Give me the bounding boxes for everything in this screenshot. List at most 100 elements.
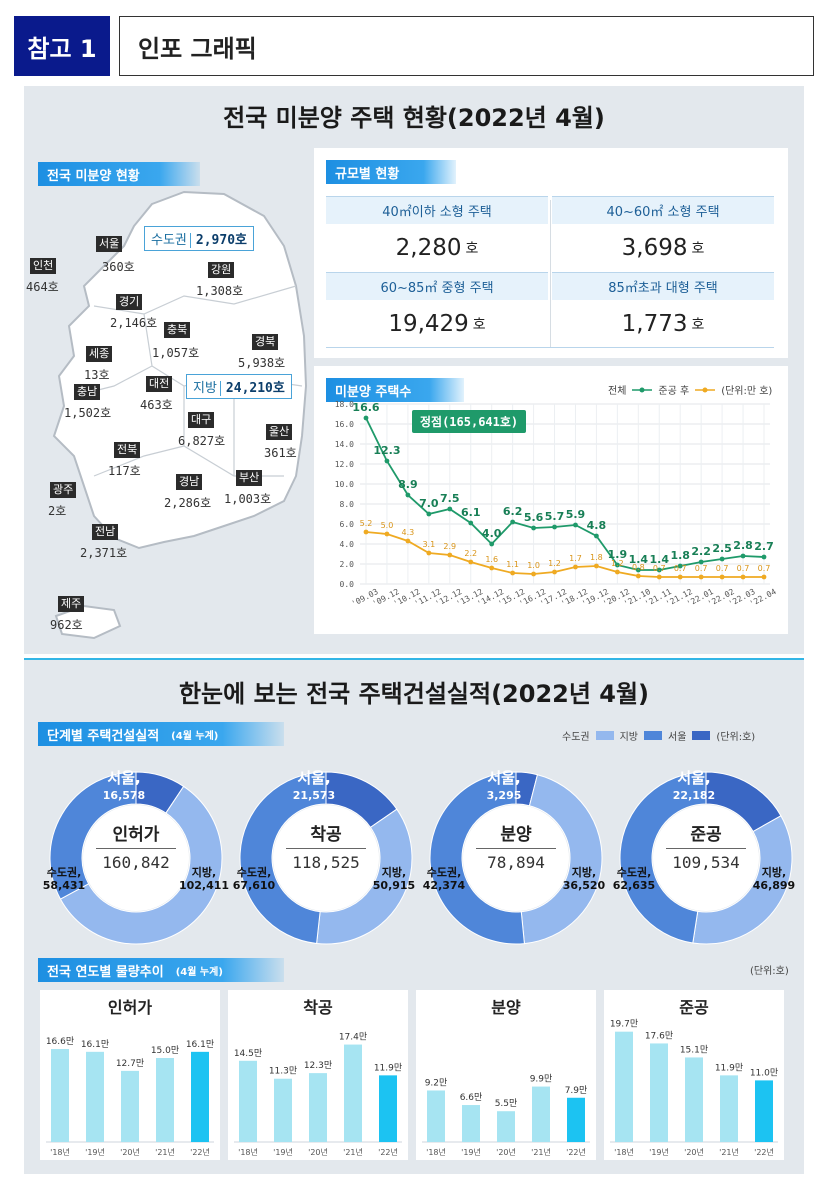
yearly-bar-card: 준공 19.7만 '18년 17.6만 '19년 15.1만 '20년 11.9만 '21년 11… — [604, 990, 784, 1160]
yearly-bar — [156, 1058, 174, 1142]
legend-stage-unit: (단위:호) — [716, 732, 756, 743]
after-data-label: 2.2 — [464, 549, 477, 558]
seoul-slice-label: 서울, 3,295 — [474, 770, 534, 804]
donut-total: 118,525 — [292, 853, 360, 872]
after-data-label: 0.8 — [632, 563, 645, 572]
after-point — [510, 570, 516, 576]
yearly-bar — [650, 1043, 668, 1142]
seoul-value-text: 21,573 — [292, 789, 336, 802]
region-label: 세종 — [86, 346, 113, 362]
region-value: 463호 — [140, 398, 173, 412]
unsold-housing-panel: 전국 미분양 주택 현황(2022년 4월) 전국 미분양 현황 수도권 2,97… — [24, 86, 804, 654]
bar-category-label: '19년 — [649, 1147, 669, 1157]
after-data-label: 1.7 — [569, 554, 582, 563]
bar-category-label: '18년 — [614, 1147, 634, 1157]
total-point — [426, 511, 432, 517]
yearly-bar — [615, 1031, 633, 1142]
capital-slice — [619, 771, 707, 944]
local-value-text: 36,520 — [562, 879, 606, 892]
donut-center: 준공 109,534 — [652, 820, 760, 872]
region-label: 경남 — [176, 474, 203, 490]
total-point — [656, 567, 662, 573]
total-data-label: 5.9 — [566, 508, 586, 521]
after-point — [614, 569, 620, 575]
donut-total: 160,842 — [102, 853, 170, 872]
capital-value-text: 42,374 — [422, 879, 466, 892]
capital-slice-label: 수도권, 42,374 — [414, 866, 474, 892]
after-data-label: 0.7 — [674, 564, 687, 573]
after-point — [363, 529, 369, 535]
region-label: 충북 — [164, 322, 191, 338]
stage-donut — [616, 768, 796, 948]
seoul-slice-label: 서울, 16,578 — [94, 770, 154, 804]
size-bottom-rule — [326, 347, 774, 348]
after-point — [635, 573, 641, 579]
page-title: 인포 그래픽 — [119, 16, 814, 76]
seoul-label-text: 서울, — [487, 769, 521, 787]
yearly-bar — [344, 1044, 362, 1142]
bar-value-label: 11.3만 — [269, 1066, 297, 1077]
region-label: 광주 — [50, 482, 77, 498]
total-data-label: 4.8 — [587, 519, 607, 532]
donut-svg — [429, 771, 603, 945]
yearly-bar-svg: 9.2만 '18년 6.6만 '19년 5.5만 '20년 9.9만 '21년 7.9만 '22년 — [422, 1074, 590, 1157]
y-tick-label: 18.0 — [335, 400, 354, 409]
yearly-bar — [427, 1090, 445, 1142]
local-label-text: 지방, — [761, 866, 787, 879]
total-data-label: 2.2 — [691, 545, 711, 558]
region-value: 360호 — [102, 260, 135, 274]
total-point — [698, 559, 704, 565]
total-point — [447, 506, 453, 512]
region-value: 6,827호 — [178, 434, 226, 448]
capital-value-text: 58,431 — [42, 879, 86, 892]
total-point — [489, 541, 495, 547]
yearly-bar — [309, 1073, 327, 1142]
after-data-label: 0.7 — [716, 564, 729, 573]
seoul-value-text: 16,578 — [102, 789, 146, 802]
region-value: 117호 — [108, 464, 141, 478]
legend-total-label: 전체 — [608, 386, 627, 397]
local-slice-label: 지방, 46,899 — [744, 866, 804, 892]
region-label: 서울 — [96, 236, 123, 252]
stage-donut — [236, 768, 416, 948]
after-point — [740, 574, 746, 580]
capital-slice-label: 수도권, 58,431 — [34, 866, 94, 892]
bar-category-label: '22년 — [754, 1147, 774, 1157]
after-data-label: 0.7 — [758, 564, 771, 573]
after-point — [719, 574, 725, 580]
yearly-bar — [51, 1049, 69, 1142]
bar-value-label: 16.6만 — [46, 1036, 74, 1047]
donut-stage-name: 준공 — [666, 820, 746, 849]
donut-svg — [49, 771, 223, 945]
after-data-label: 0.7 — [737, 564, 750, 573]
yearly-chart-title: 착공 — [303, 998, 333, 1017]
after-data-label: 1.1 — [506, 560, 519, 569]
bar-category-label: '20년 — [308, 1147, 328, 1157]
region-value: 2,371호 — [80, 546, 128, 560]
total-point — [552, 524, 557, 530]
bar-category-label: '20년 — [120, 1147, 140, 1157]
total-point — [405, 492, 411, 498]
size-label-medium: 60~85㎡ 중형 주택 — [326, 272, 548, 300]
total-data-label: 16.6 — [352, 401, 379, 414]
bar-category-label: '20년 — [496, 1147, 516, 1157]
region-value: 1,003호 — [224, 492, 272, 506]
donut-total: 78,894 — [487, 853, 545, 872]
local-slice — [692, 815, 793, 945]
donut-total: 109,534 — [672, 853, 740, 872]
yearly-bar — [685, 1057, 703, 1142]
yearly-bar-svg: 19.7만 '18년 17.6만 '19년 15.1만 '20년 11.9만 '21년 11.0… — [610, 1019, 778, 1157]
bar-value-label: 19.7만 — [610, 1019, 638, 1030]
total-point — [573, 522, 578, 528]
bar-value-label: 12.7만 — [116, 1058, 144, 1069]
capital-slice-label: 수도권, 62,635 — [604, 866, 664, 892]
after-point — [426, 550, 432, 556]
bar-category-label: '21년 — [719, 1147, 739, 1157]
yearly-bar — [532, 1086, 550, 1142]
capital-value-text: 62,635 — [612, 879, 656, 892]
legend-seoul-label: 서울 — [668, 732, 687, 743]
stage-donut — [426, 768, 606, 948]
seoul-value-text: 22,182 — [672, 789, 716, 802]
bar-category-label: '22년 — [566, 1147, 586, 1157]
legend-after-marker — [695, 387, 716, 392]
